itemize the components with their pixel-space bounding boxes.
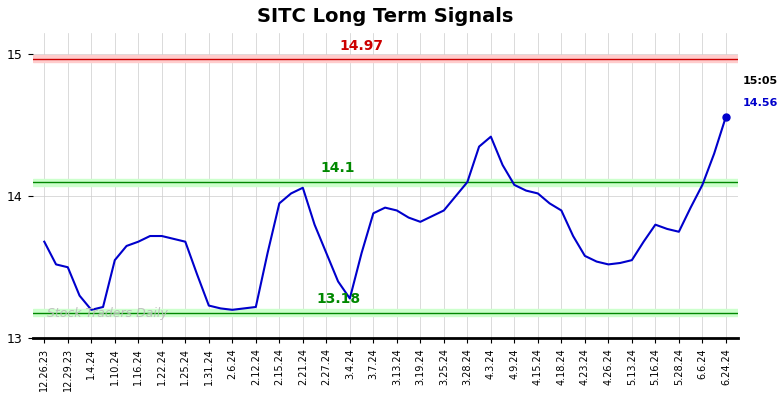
Bar: [33, 55, 738, 62]
Text: 14.97: 14.97: [339, 39, 383, 53]
Title: SITC Long Term Signals: SITC Long Term Signals: [257, 7, 514, 26]
Text: 15:05: 15:05: [742, 76, 778, 86]
Bar: [33, 309, 738, 316]
Text: 14.56: 14.56: [742, 98, 778, 108]
Text: Stock Traders Daily: Stock Traders Daily: [46, 307, 168, 320]
Text: 13.18: 13.18: [316, 292, 360, 306]
Text: 14.1: 14.1: [321, 161, 355, 175]
Bar: [33, 179, 738, 185]
